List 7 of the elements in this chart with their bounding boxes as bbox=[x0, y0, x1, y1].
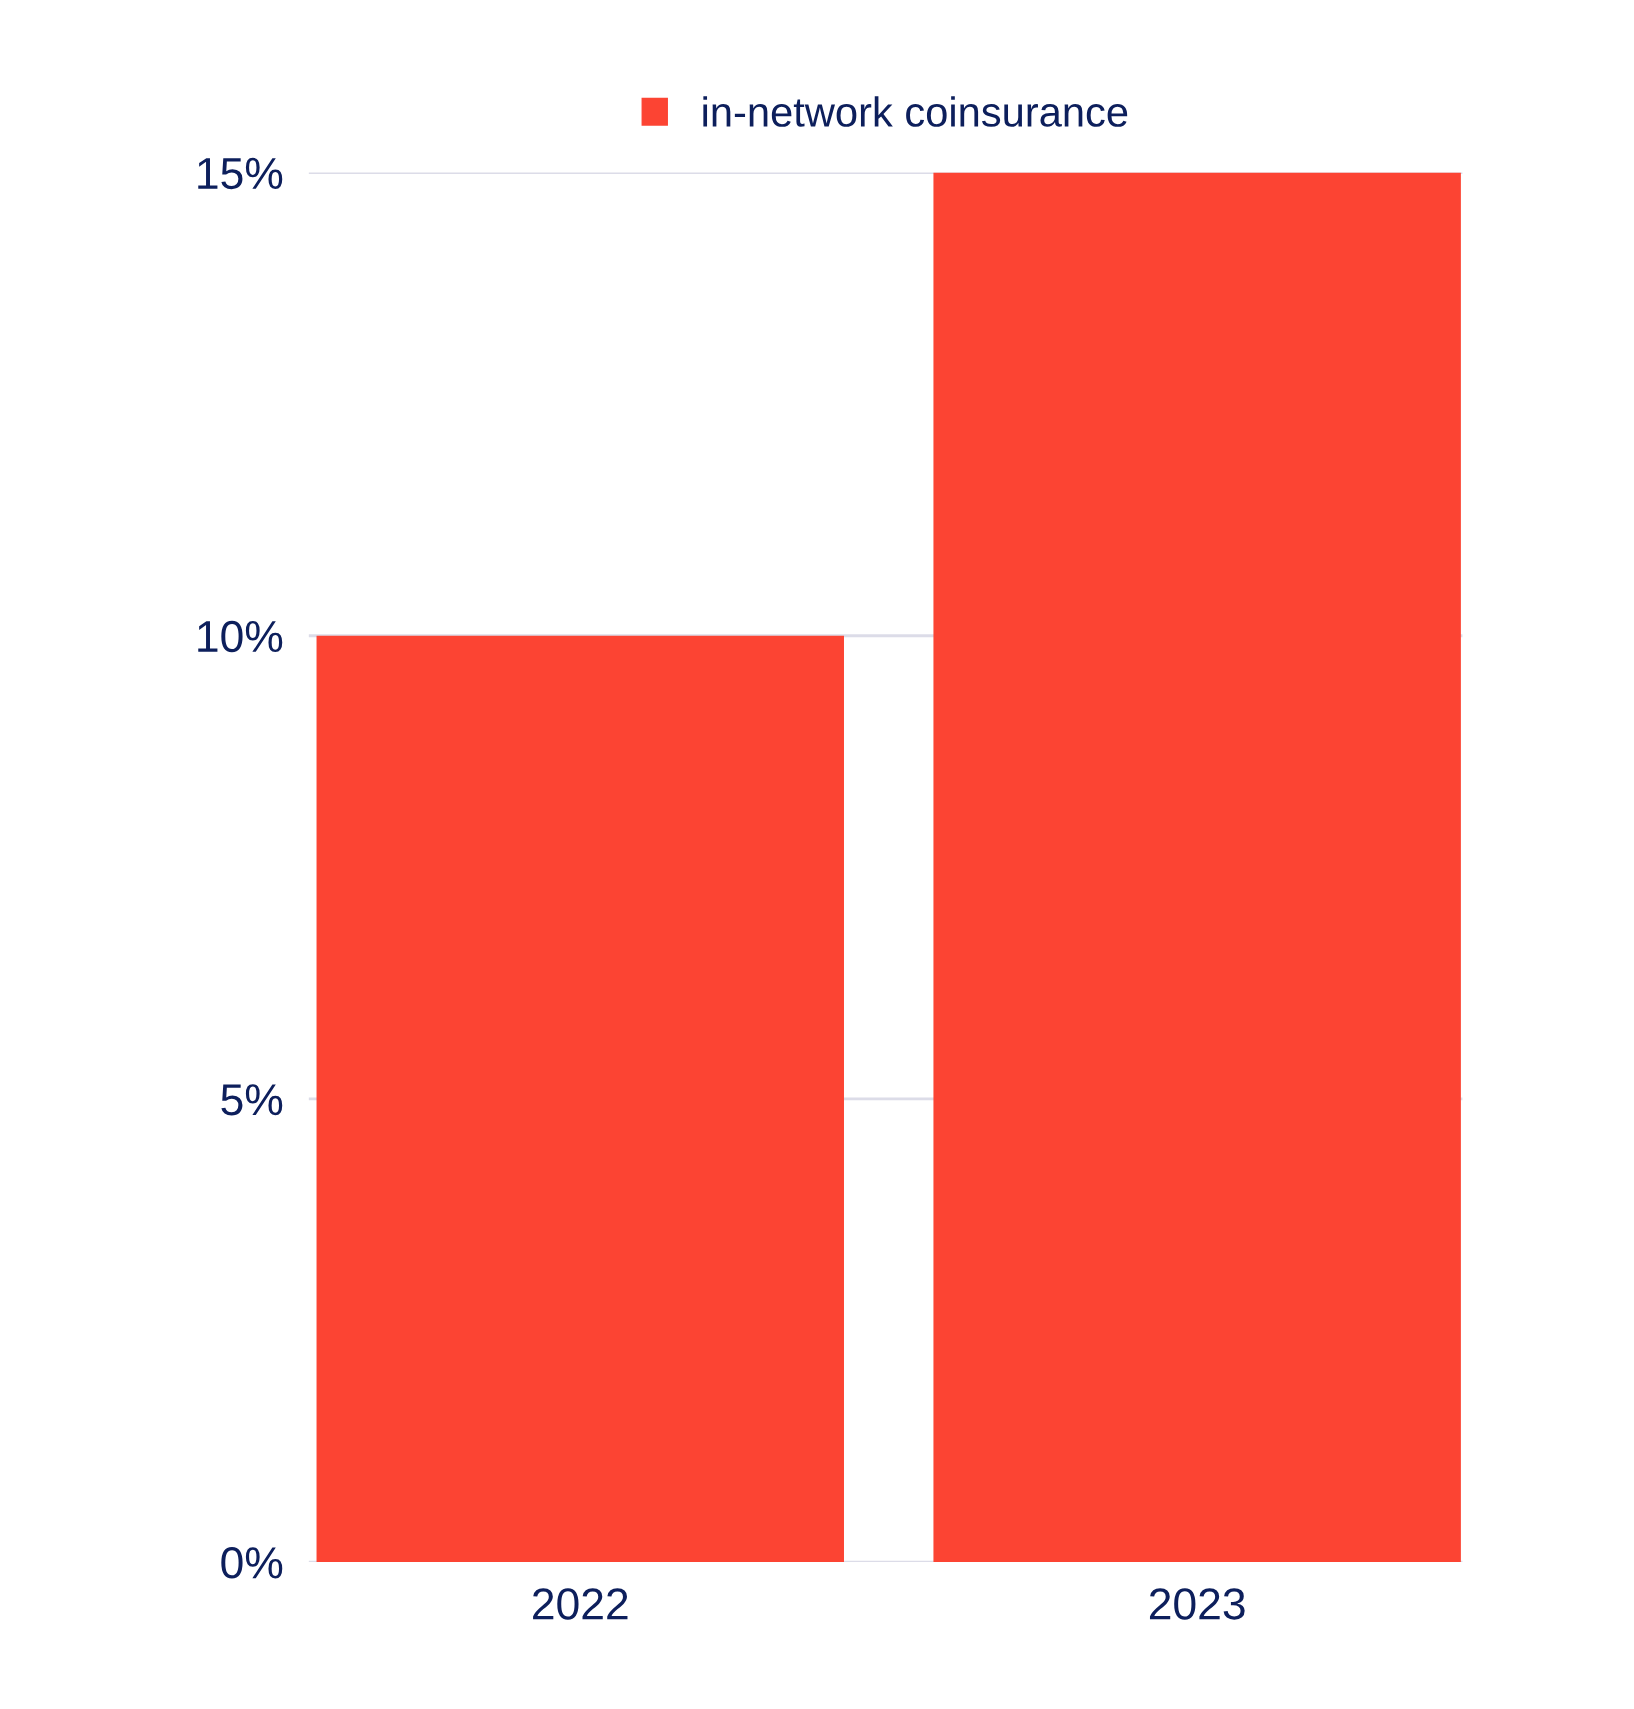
x-tick-label: 2023 bbox=[1149, 1588, 1245, 1620]
y-tick-label: 0% bbox=[221, 1547, 283, 1579]
x-tick-label: 2022 bbox=[533, 1588, 628, 1620]
legend-label: in-network coinsurance bbox=[703, 96, 1128, 127]
y-tick-label: 15% bbox=[198, 157, 283, 190]
y-tick-label: 5% bbox=[221, 1084, 283, 1116]
y-tick-label: 10% bbox=[198, 620, 283, 653]
